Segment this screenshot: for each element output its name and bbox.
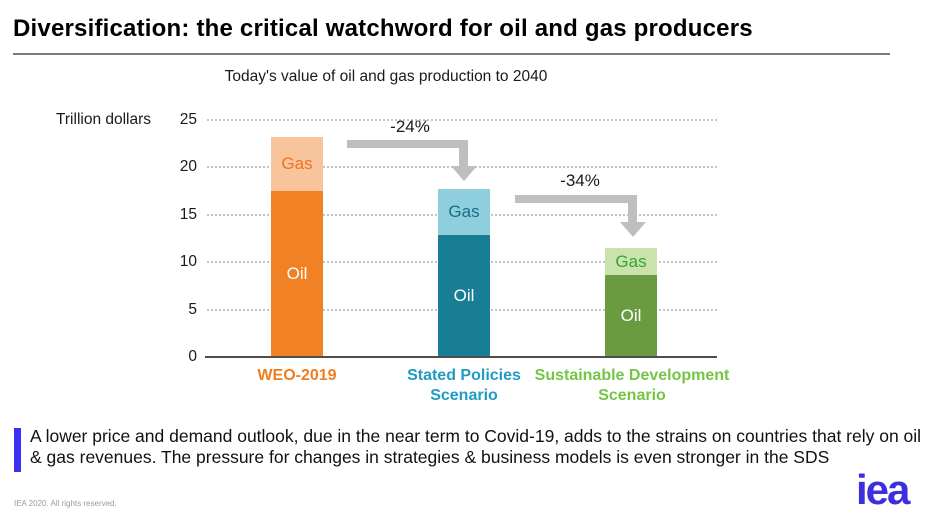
decline-arrow-1-head [451, 166, 477, 181]
bar-2: Gas Oil [438, 189, 490, 357]
category-label-stated-policies: Stated Policies Scenario [407, 367, 521, 404]
y-tick-label-25: 25 [179, 111, 197, 128]
decline-arrow-2-head [620, 222, 646, 237]
decline-arrow-2-horizontal [515, 195, 637, 203]
page-title: Diversification: the critical watchword … [13, 15, 753, 42]
gridline-25 [207, 119, 717, 121]
category-label-weo-2019: WEO-2019 [257, 367, 337, 384]
gas-segment: Gas [438, 189, 490, 235]
y-tick-label-20: 20 [179, 158, 197, 176]
oil-segment: Oil [438, 234, 490, 357]
iea-logo: iea [856, 466, 910, 513]
y-tick-label-15: 15 [179, 205, 197, 223]
x-axis-line [205, 356, 717, 358]
y-tick-label-0: 0 [188, 348, 197, 365]
bar-3: Gas Oil [605, 248, 657, 357]
oil-segment: Oil [605, 275, 657, 357]
callout-accent-bar [14, 428, 21, 472]
gas-segment: Gas [271, 137, 323, 192]
decline-annotation-1: -24% [390, 117, 430, 136]
callout-text: A lower price and demand outlook, due in… [30, 426, 922, 468]
copyright-text: IEA 2020. All rights reserved. [14, 499, 117, 508]
chart-title: Today's value of oil and gas production … [224, 68, 548, 85]
y-tick-label-10: 10 [179, 253, 197, 271]
category-label-sustainable-development: Sustainable Development Scenario [534, 367, 730, 404]
decline-arrow-1-horizontal [347, 140, 468, 148]
y-tick-label-5: 5 [188, 300, 197, 318]
bar-1: Gas Oil [271, 137, 323, 357]
y-axis-unit-label: Trillion dollars [56, 111, 152, 128]
oil-segment: Oil [271, 191, 323, 357]
decline-arrow-1-vertical [459, 140, 468, 168]
gas-segment: Gas [605, 248, 657, 276]
title-divider [13, 53, 890, 55]
decline-annotation-2: -34% [560, 171, 600, 190]
decline-arrow-2-vertical [628, 195, 637, 223]
